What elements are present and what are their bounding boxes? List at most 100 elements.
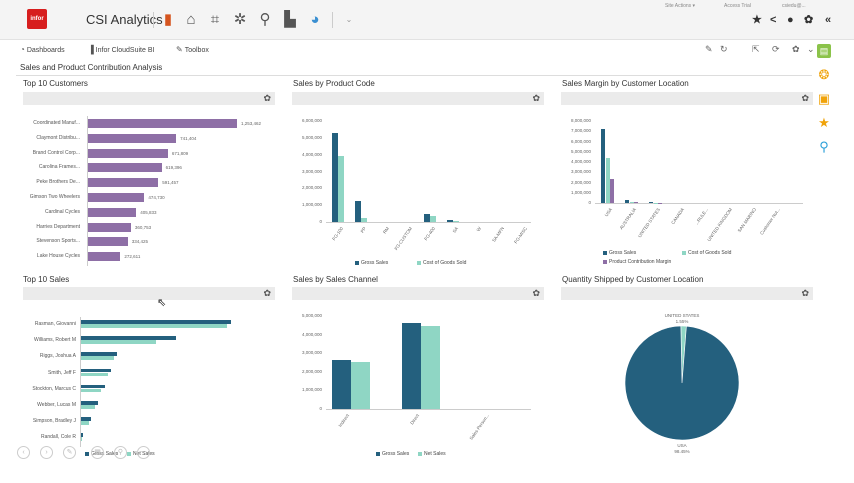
- bar[interactable]: [88, 133, 177, 143]
- bar-gross-sales[interactable]: [81, 401, 98, 405]
- panel-gear-icon[interactable]: ✿: [263, 93, 271, 103]
- share-icon[interactable]: <: [770, 14, 777, 26]
- pie-slice-united-states[interactable]: [680, 325, 687, 384]
- bar-net-sales[interactable]: [421, 326, 440, 409]
- pie-chart-icon[interactable]: ◕: [310, 11, 320, 28]
- bar-gross-sales[interactable]: [649, 202, 653, 203]
- tags-icon[interactable]: ❂: [818, 67, 830, 82]
- legend-item-gross-sales[interactable]: Gross Sales: [355, 260, 388, 266]
- grid-control-icon[interactable]: ▦: [91, 446, 104, 459]
- favorites-star-icon[interactable]: ★: [818, 115, 830, 130]
- bar-net-sales[interactable]: [81, 388, 101, 393]
- bar-gross-sales[interactable]: [402, 322, 421, 409]
- bar[interactable]: [88, 193, 145, 202]
- y-tick-label: 0: [319, 406, 322, 411]
- legend-item-gross-sales[interactable]: Gross Sales: [603, 250, 636, 256]
- bar-product-contribution-margin[interactable]: [634, 201, 638, 203]
- legend-item-gross-sales[interactable]: Gross Sales: [85, 451, 118, 457]
- refresh-icon[interactable]: ↻: [720, 44, 728, 54]
- bar-gross-sales[interactable]: [81, 336, 176, 340]
- bar-net-sales[interactable]: [81, 421, 89, 425]
- bar-gross-sales[interactable]: [81, 352, 117, 356]
- pen-control-icon[interactable]: ✎: [63, 446, 76, 459]
- nav-cloudsuite-bi[interactable]: ▐ Infor CloudSuite BI: [88, 45, 154, 54]
- legend-item-cogs[interactable]: Cost of Goods Sold: [417, 260, 466, 266]
- bar[interactable]: [88, 207, 137, 217]
- chat-icon[interactable]: ▣: [817, 91, 831, 106]
- info-icon[interactable]: ●: [787, 14, 794, 26]
- bar-cost-of-goods-sold[interactable]: [430, 216, 436, 222]
- settings-cog-icon[interactable]: ✲: [233, 11, 247, 28]
- bar-gross-sales[interactable]: [81, 320, 231, 324]
- location-pin-icon[interactable]: ⚲: [819, 139, 829, 154]
- site-actions-menu[interactable]: Site Actions ▾: [665, 3, 696, 9]
- settings-icon[interactable]: ✿: [792, 44, 800, 54]
- bar[interactable]: [88, 119, 237, 128]
- star-icon[interactable]: ★: [752, 14, 762, 26]
- more-control-icon[interactable]: ⋯: [137, 446, 150, 459]
- bar-gross-sales[interactable]: [625, 200, 629, 203]
- edit-icon[interactable]: ✎: [705, 44, 713, 54]
- user-links[interactable]: Access Trial: [724, 3, 751, 9]
- bar-gross-sales[interactable]: [81, 433, 83, 437]
- legend-item-gross-sales[interactable]: Gross Sales: [376, 451, 409, 457]
- bar-gross-sales[interactable]: [81, 417, 91, 421]
- gear-icon[interactable]: ✿: [804, 14, 814, 26]
- legend-item-net-sales[interactable]: Net Sales: [418, 451, 446, 457]
- category-label: Coordinated Manuf...: [33, 120, 80, 126]
- bar[interactable]: [88, 163, 162, 173]
- export-icon[interactable]: ⇱: [752, 44, 760, 54]
- collapse-icon[interactable]: «: [825, 14, 832, 26]
- factory-icon[interactable]: ▙: [284, 11, 296, 28]
- search-control-icon[interactable]: ⚲: [114, 446, 127, 459]
- bar[interactable]: [88, 222, 131, 232]
- document-icon[interactable]: ▤: [817, 44, 831, 58]
- legend-item-cogs[interactable]: Cost of Goods Sold: [682, 250, 731, 256]
- bar-product-contribution-margin[interactable]: [610, 179, 614, 203]
- panel-gear-icon[interactable]: ✿: [532, 93, 540, 103]
- bar-net-sales[interactable]: [81, 356, 114, 360]
- user-name[interactable]: csiedu@...: [782, 3, 806, 9]
- sync-icon[interactable]: ⟳: [772, 44, 780, 54]
- panel-gear-icon[interactable]: ✿: [801, 288, 809, 298]
- panel-gear-icon[interactable]: ✿: [263, 288, 271, 298]
- panel-gear-icon[interactable]: ✿: [532, 288, 540, 298]
- legend-item-pcm[interactable]: Product Contribution Margin: [603, 259, 671, 265]
- nav-toolbox[interactable]: ✎ Toolbox: [176, 45, 209, 54]
- pie-slice-usa[interactable]: [624, 325, 740, 441]
- bar-cost-of-goods-sold[interactable]: [453, 220, 459, 222]
- bar-cost-of-goods-sold[interactable]: [629, 201, 634, 203]
- chevron-down-icon[interactable]: ⌄: [345, 15, 353, 24]
- bar-net-sales[interactable]: [351, 361, 370, 409]
- panel-gear-icon[interactable]: ✿: [801, 93, 809, 103]
- bar[interactable]: [88, 148, 168, 158]
- bar-net-sales[interactable]: [81, 372, 108, 377]
- chart-line-icon[interactable]: ⌗: [210, 11, 220, 28]
- bar-cost-of-goods-sold[interactable]: [605, 157, 610, 203]
- bar-gross-sales[interactable]: [81, 384, 105, 389]
- bar-net-sales[interactable]: [81, 324, 227, 328]
- more-icon[interactable]: ⌄: [807, 44, 815, 54]
- bar-gross-sales[interactable]: [81, 368, 111, 373]
- bar-gross-sales[interactable]: [447, 220, 453, 222]
- bar-cost-of-goods-sold[interactable]: [361, 217, 367, 222]
- bar-gross-sales[interactable]: [332, 132, 338, 222]
- nav-dashboards[interactable]: ◔ Dashboards: [20, 45, 65, 54]
- bar[interactable]: [88, 252, 121, 262]
- bar-gross-sales[interactable]: [355, 200, 361, 222]
- bar-gross-sales[interactable]: [332, 359, 351, 409]
- search-icon[interactable]: ⚲: [259, 11, 271, 28]
- bar-net-sales[interactable]: [81, 405, 95, 409]
- bar-net-sales[interactable]: [81, 340, 156, 344]
- next-control-icon[interactable]: ›: [40, 446, 53, 459]
- bank-icon[interactable]: ⌂: [186, 11, 196, 28]
- bar-gross-sales[interactable]: [601, 129, 605, 203]
- bar[interactable]: [88, 178, 159, 188]
- prev-control-icon[interactable]: ‹: [17, 446, 30, 459]
- infor-logo[interactable]: infor: [27, 9, 47, 29]
- bar-net-sales[interactable]: [81, 437, 82, 441]
- library-icon[interactable]: ▮: [163, 11, 173, 28]
- bar-gross-sales[interactable]: [424, 213, 430, 222]
- bar-cost-of-goods-sold[interactable]: [338, 156, 344, 222]
- bar[interactable]: [88, 237, 128, 247]
